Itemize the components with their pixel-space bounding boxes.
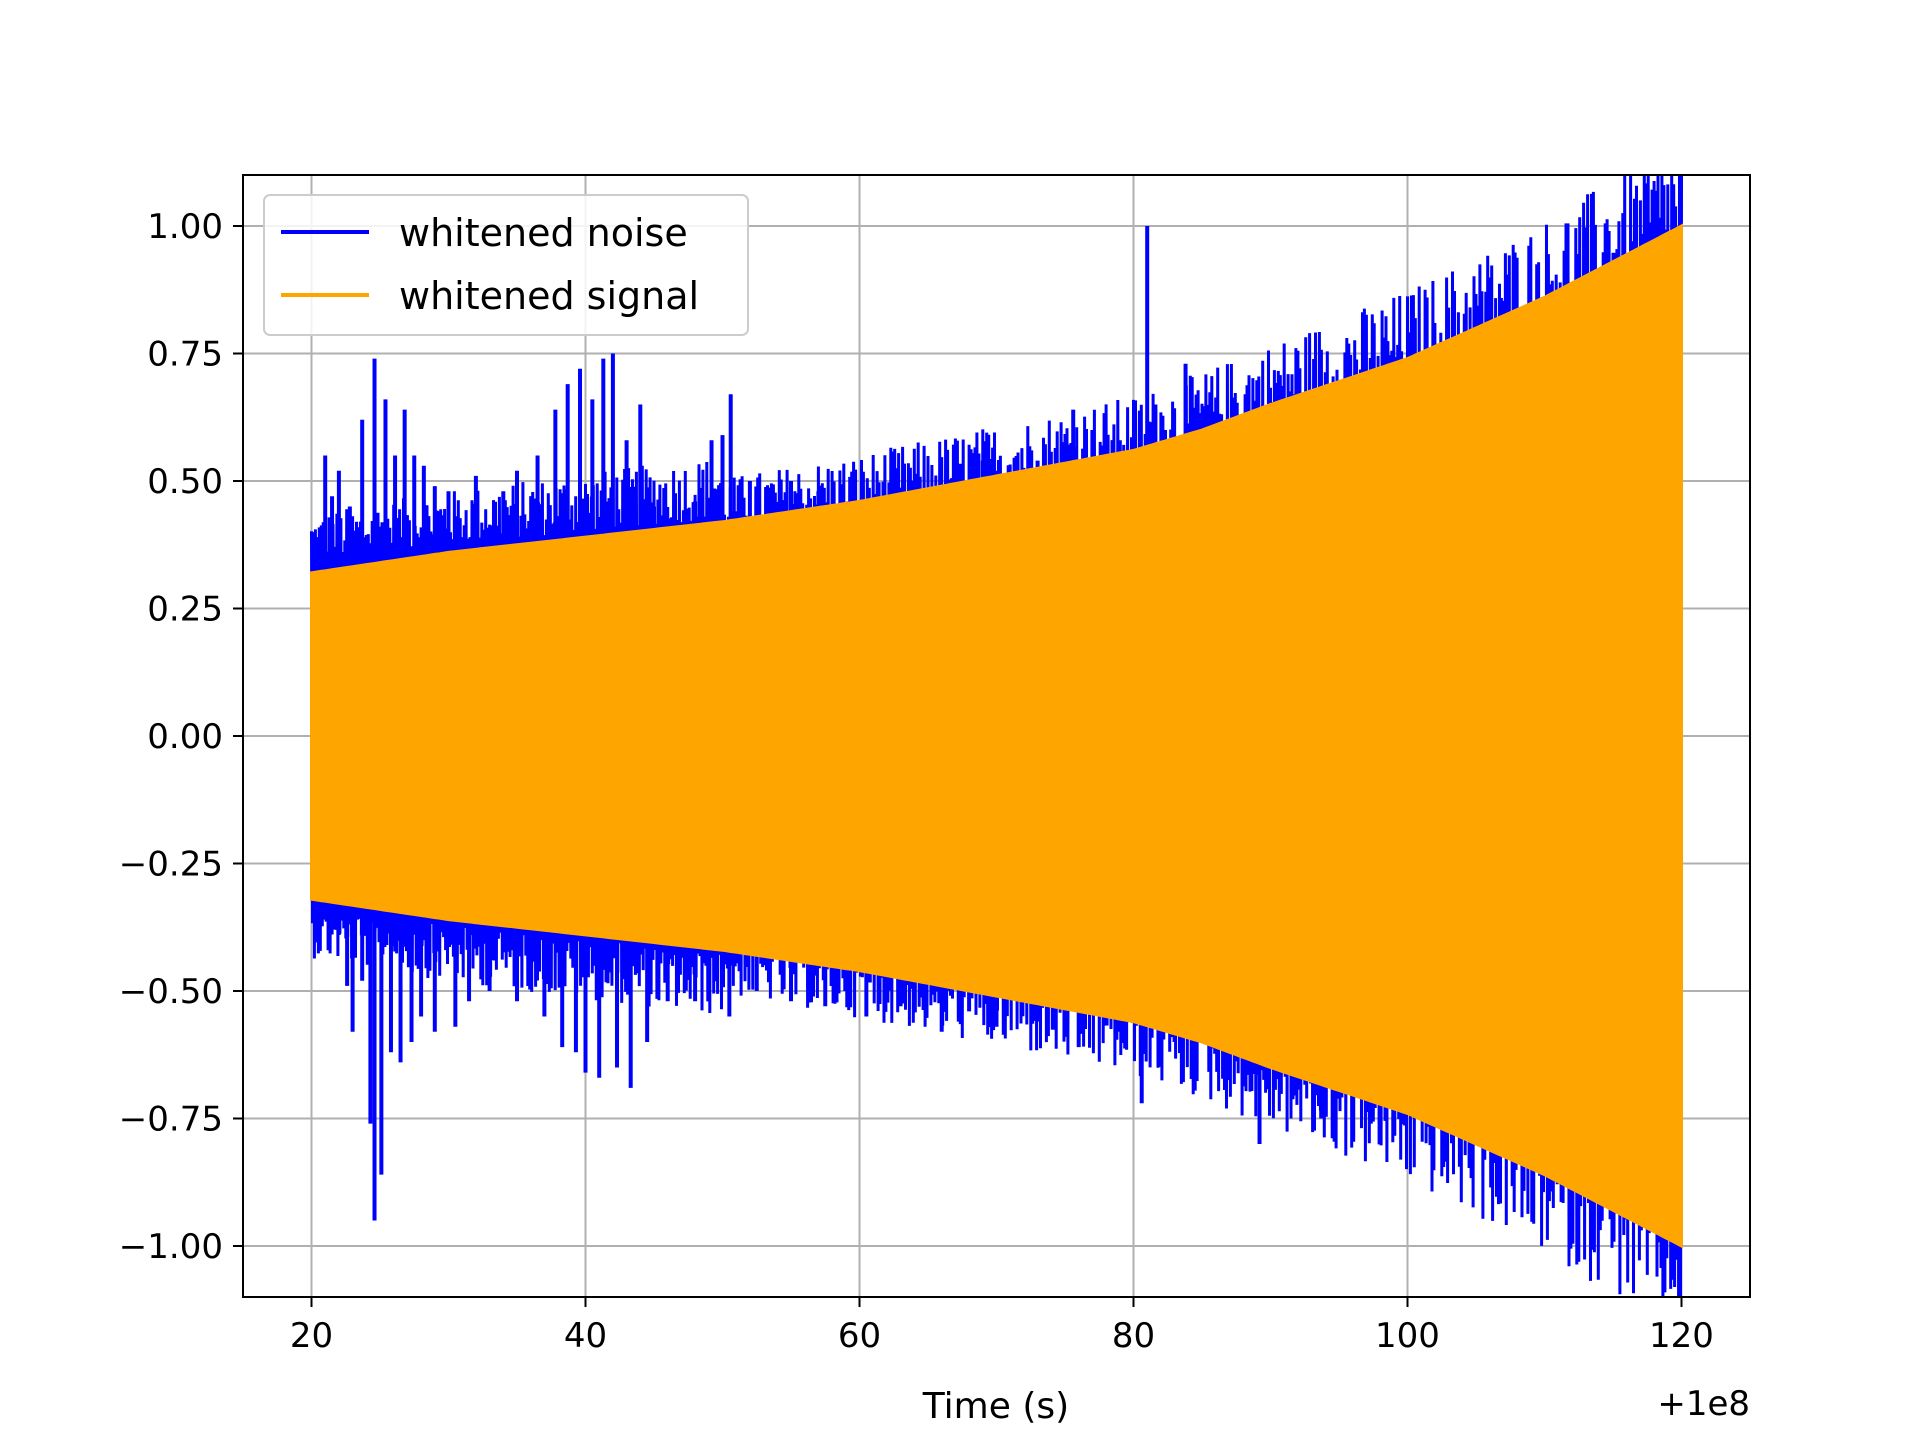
- signal-envelope: [310, 223, 1683, 1249]
- x-tick-label: 40: [564, 1316, 607, 1356]
- legend-box: [263, 194, 749, 336]
- x-offset-label: +1e8: [1657, 1384, 1750, 1424]
- x-tick-label: 100: [1375, 1316, 1440, 1356]
- y-tick-label: 1.00: [147, 207, 223, 247]
- legend-label-signal: whitened signal: [399, 274, 699, 318]
- x-tick-label: 80: [1112, 1316, 1155, 1356]
- y-tick-label: −0.75: [119, 1100, 223, 1140]
- y-tick-label: 0.25: [147, 590, 223, 630]
- ticks: 20 40 60 80 100 120 1.00 0.75 0.50 0.25 0.00 −0.25 −…: [119, 207, 1714, 1356]
- y-tick-label: −1.00: [119, 1227, 223, 1267]
- x-tick-label: 20: [290, 1316, 333, 1356]
- legend: whitened noise whitened signal: [263, 194, 749, 336]
- x-tick-label: 120: [1649, 1316, 1714, 1356]
- x-axis-label: Time (s): [922, 1386, 1069, 1427]
- series-whitened-signal: [310, 223, 1683, 1249]
- y-tick-label: 0.75: [147, 335, 223, 375]
- y-tick-label: −0.50: [119, 972, 223, 1012]
- y-tick-label: 0.00: [147, 717, 223, 757]
- y-tick-label: 0.50: [147, 462, 223, 502]
- legend-label-noise: whitened noise: [399, 211, 688, 255]
- y-tick-label: −0.25: [119, 845, 223, 885]
- x-tick-label: 60: [838, 1316, 881, 1356]
- plot-area: [310, 175, 1683, 1297]
